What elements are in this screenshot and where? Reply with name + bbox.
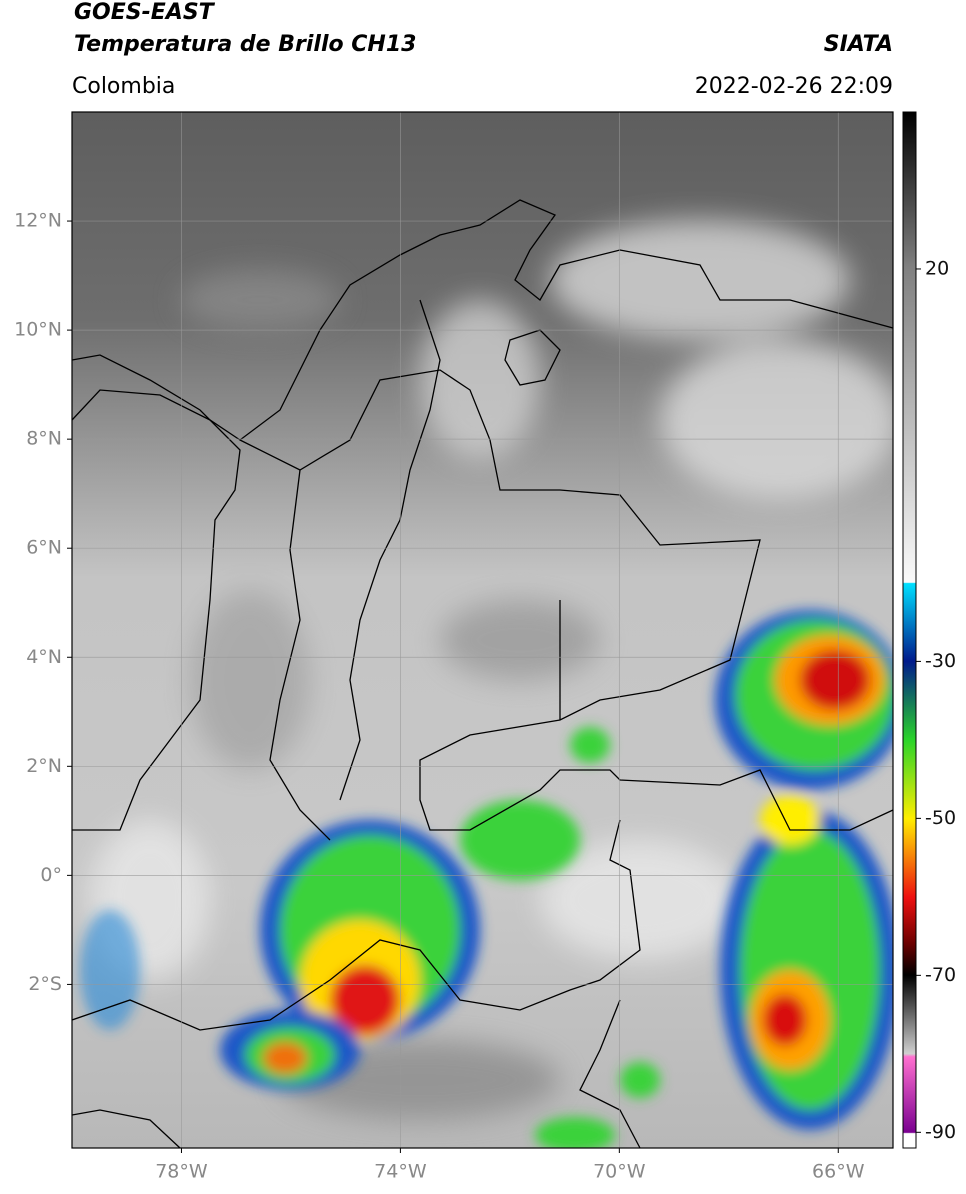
boundaries	[72, 199, 893, 1148]
y-tick-label: 2°S	[28, 973, 62, 995]
region: Colombia	[72, 74, 175, 99]
subtitle: Temperatura de Brillo CH13	[74, 32, 416, 57]
y-tick-label: 8°N	[26, 428, 62, 450]
colorbar	[902, 111, 917, 1149]
x-tick-label: 78°W	[155, 1161, 208, 1183]
y-tick-label: 0°	[40, 864, 62, 886]
x-tick-label: 70°W	[593, 1161, 646, 1183]
datetime: 2022-02-26 22:09	[695, 74, 893, 99]
colorbar-tick-label: -90	[925, 1121, 956, 1143]
map-frame	[71, 111, 894, 1149]
graticule	[72, 112, 893, 1148]
colorbar-tick-label: -30	[925, 650, 956, 672]
colorbar-tick-label: 20	[925, 257, 949, 279]
source: SIATA	[824, 32, 893, 57]
colorbar-tick-label: -50	[925, 807, 956, 829]
x-tick-label: 66°W	[812, 1161, 865, 1183]
y-tick-label: 6°N	[26, 537, 62, 559]
y-tick-label: 12°N	[14, 210, 62, 232]
x-tick-label: 74°W	[374, 1161, 427, 1183]
colorbar-tick-label: -70	[925, 964, 956, 986]
y-tick-label: 2°N	[26, 755, 62, 777]
y-tick-label: 4°N	[26, 646, 62, 668]
satellite-image	[72, 112, 893, 1148]
y-tick-label: 10°N	[14, 319, 62, 341]
convective-clouds	[80, 610, 893, 1148]
title: GOES-EAST	[74, 0, 216, 25]
